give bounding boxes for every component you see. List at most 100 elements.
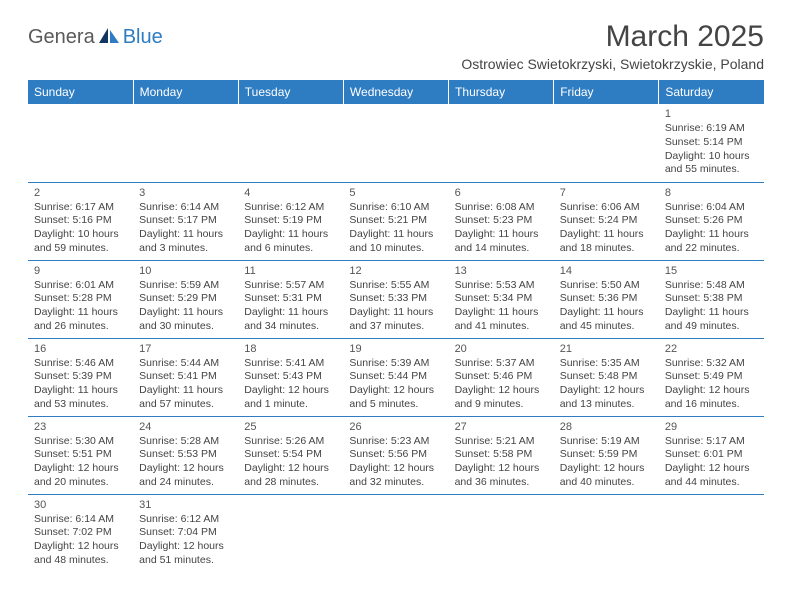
day-header: Sunday — [28, 80, 133, 104]
calendar-day-cell — [659, 494, 764, 572]
calendar-day-cell — [554, 104, 659, 182]
day-info: Sunrise: 6:06 AMSunset: 5:24 PMDaylight:… — [560, 201, 653, 256]
day-number: 30 — [34, 498, 127, 512]
logo-text-part1: Genera — [28, 26, 95, 49]
calendar-week-row: 1Sunrise: 6:19 AMSunset: 5:14 PMDaylight… — [28, 104, 764, 182]
day-number: 14 — [560, 264, 653, 278]
day-number: 26 — [349, 420, 442, 434]
sunrise-text: Sunrise: 6:06 AM — [560, 201, 653, 215]
sunset-text: Sunset: 5:49 PM — [665, 370, 758, 384]
day-info: Sunrise: 5:32 AMSunset: 5:49 PMDaylight:… — [665, 357, 758, 412]
daylight-text: Daylight: 12 hours and 16 minutes. — [665, 384, 758, 411]
day-info: Sunrise: 6:17 AMSunset: 5:16 PMDaylight:… — [34, 201, 127, 256]
calendar-day-cell: 19Sunrise: 5:39 AMSunset: 5:44 PMDayligh… — [343, 338, 448, 416]
day-number: 22 — [665, 342, 758, 356]
sunrise-text: Sunrise: 5:32 AM — [665, 357, 758, 371]
daylight-text: Daylight: 11 hours and 49 minutes. — [665, 306, 758, 333]
daylight-text: Daylight: 12 hours and 48 minutes. — [34, 540, 127, 567]
sunset-text: Sunset: 5:14 PM — [665, 136, 758, 150]
sunrise-text: Sunrise: 6:12 AM — [244, 201, 337, 215]
sunset-text: Sunset: 5:36 PM — [560, 292, 653, 306]
daylight-text: Daylight: 11 hours and 53 minutes. — [34, 384, 127, 411]
calendar-day-cell: 28Sunrise: 5:19 AMSunset: 5:59 PMDayligh… — [554, 416, 659, 494]
calendar-day-cell — [238, 104, 343, 182]
day-info: Sunrise: 6:01 AMSunset: 5:28 PMDaylight:… — [34, 279, 127, 334]
sunset-text: Sunset: 5:43 PM — [244, 370, 337, 384]
day-info: Sunrise: 6:04 AMSunset: 5:26 PMDaylight:… — [665, 201, 758, 256]
sunset-text: Sunset: 5:51 PM — [34, 448, 127, 462]
sunrise-text: Sunrise: 6:14 AM — [139, 201, 232, 215]
day-info: Sunrise: 6:12 AMSunset: 5:19 PMDaylight:… — [244, 201, 337, 256]
day-info: Sunrise: 5:30 AMSunset: 5:51 PMDaylight:… — [34, 435, 127, 490]
day-header: Monday — [133, 80, 238, 104]
sunset-text: Sunset: 5:34 PM — [455, 292, 548, 306]
day-number: 28 — [560, 420, 653, 434]
sunset-text: Sunset: 5:44 PM — [349, 370, 442, 384]
day-header: Thursday — [449, 80, 554, 104]
calendar-day-cell — [238, 494, 343, 572]
day-number: 7 — [560, 186, 653, 200]
sunrise-text: Sunrise: 6:10 AM — [349, 201, 442, 215]
sunset-text: Sunset: 5:38 PM — [665, 292, 758, 306]
calendar-day-cell: 10Sunrise: 5:59 AMSunset: 5:29 PMDayligh… — [133, 260, 238, 338]
day-number: 27 — [455, 420, 548, 434]
calendar-day-cell: 3Sunrise: 6:14 AMSunset: 5:17 PMDaylight… — [133, 182, 238, 260]
sunrise-text: Sunrise: 6:14 AM — [34, 513, 127, 527]
sunrise-text: Sunrise: 5:28 AM — [139, 435, 232, 449]
sunset-text: Sunset: 5:58 PM — [455, 448, 548, 462]
daylight-text: Daylight: 12 hours and 51 minutes. — [139, 540, 232, 567]
sunset-text: Sunset: 5:17 PM — [139, 214, 232, 228]
calendar-day-cell: 15Sunrise: 5:48 AMSunset: 5:38 PMDayligh… — [659, 260, 764, 338]
day-number: 11 — [244, 264, 337, 278]
day-number: 9 — [34, 264, 127, 278]
calendar-day-cell — [343, 104, 448, 182]
daylight-text: Daylight: 11 hours and 57 minutes. — [139, 384, 232, 411]
sunset-text: Sunset: 5:19 PM — [244, 214, 337, 228]
day-info: Sunrise: 6:10 AMSunset: 5:21 PMDaylight:… — [349, 201, 442, 256]
sunrise-text: Sunrise: 5:26 AM — [244, 435, 337, 449]
calendar-table: SundayMondayTuesdayWednesdayThursdayFrid… — [28, 80, 764, 572]
daylight-text: Daylight: 11 hours and 41 minutes. — [455, 306, 548, 333]
day-number: 23 — [34, 420, 127, 434]
sunrise-text: Sunrise: 6:17 AM — [34, 201, 127, 215]
daylight-text: Daylight: 12 hours and 28 minutes. — [244, 462, 337, 489]
title-block: March 2025 Ostrowiec Swietokrzyski, Swie… — [461, 20, 764, 72]
sunset-text: Sunset: 5:24 PM — [560, 214, 653, 228]
daylight-text: Daylight: 12 hours and 40 minutes. — [560, 462, 653, 489]
day-info: Sunrise: 5:55 AMSunset: 5:33 PMDaylight:… — [349, 279, 442, 334]
day-number: 10 — [139, 264, 232, 278]
day-info: Sunrise: 5:28 AMSunset: 5:53 PMDaylight:… — [139, 435, 232, 490]
day-number: 8 — [665, 186, 758, 200]
calendar-day-cell: 6Sunrise: 6:08 AMSunset: 5:23 PMDaylight… — [449, 182, 554, 260]
day-number: 25 — [244, 420, 337, 434]
day-info: Sunrise: 5:57 AMSunset: 5:31 PMDaylight:… — [244, 279, 337, 334]
sunset-text: Sunset: 5:31 PM — [244, 292, 337, 306]
sunrise-text: Sunrise: 5:21 AM — [455, 435, 548, 449]
sunset-text: Sunset: 5:54 PM — [244, 448, 337, 462]
sunset-text: Sunset: 5:28 PM — [34, 292, 127, 306]
day-info: Sunrise: 6:14 AMSunset: 7:02 PMDaylight:… — [34, 513, 127, 568]
sunrise-text: Sunrise: 5:30 AM — [34, 435, 127, 449]
daylight-text: Daylight: 11 hours and 3 minutes. — [139, 228, 232, 255]
day-number: 29 — [665, 420, 758, 434]
sunrise-text: Sunrise: 5:17 AM — [665, 435, 758, 449]
sunrise-text: Sunrise: 6:19 AM — [665, 122, 758, 136]
day-info: Sunrise: 6:12 AMSunset: 7:04 PMDaylight:… — [139, 513, 232, 568]
sunrise-text: Sunrise: 5:59 AM — [139, 279, 232, 293]
daylight-text: Daylight: 12 hours and 9 minutes. — [455, 384, 548, 411]
sunrise-text: Sunrise: 5:48 AM — [665, 279, 758, 293]
sunset-text: Sunset: 7:02 PM — [34, 526, 127, 540]
day-number: 3 — [139, 186, 232, 200]
day-info: Sunrise: 5:50 AMSunset: 5:36 PMDaylight:… — [560, 279, 653, 334]
day-info: Sunrise: 5:59 AMSunset: 5:29 PMDaylight:… — [139, 279, 232, 334]
sunrise-text: Sunrise: 5:44 AM — [139, 357, 232, 371]
day-number: 31 — [139, 498, 232, 512]
daylight-text: Daylight: 11 hours and 18 minutes. — [560, 228, 653, 255]
sunset-text: Sunset: 5:23 PM — [455, 214, 548, 228]
daylight-text: Daylight: 11 hours and 45 minutes. — [560, 306, 653, 333]
calendar-day-cell: 4Sunrise: 6:12 AMSunset: 5:19 PMDaylight… — [238, 182, 343, 260]
daylight-text: Daylight: 11 hours and 37 minutes. — [349, 306, 442, 333]
day-info: Sunrise: 5:26 AMSunset: 5:54 PMDaylight:… — [244, 435, 337, 490]
daylight-text: Daylight: 12 hours and 32 minutes. — [349, 462, 442, 489]
daylight-text: Daylight: 10 hours and 55 minutes. — [665, 150, 758, 177]
